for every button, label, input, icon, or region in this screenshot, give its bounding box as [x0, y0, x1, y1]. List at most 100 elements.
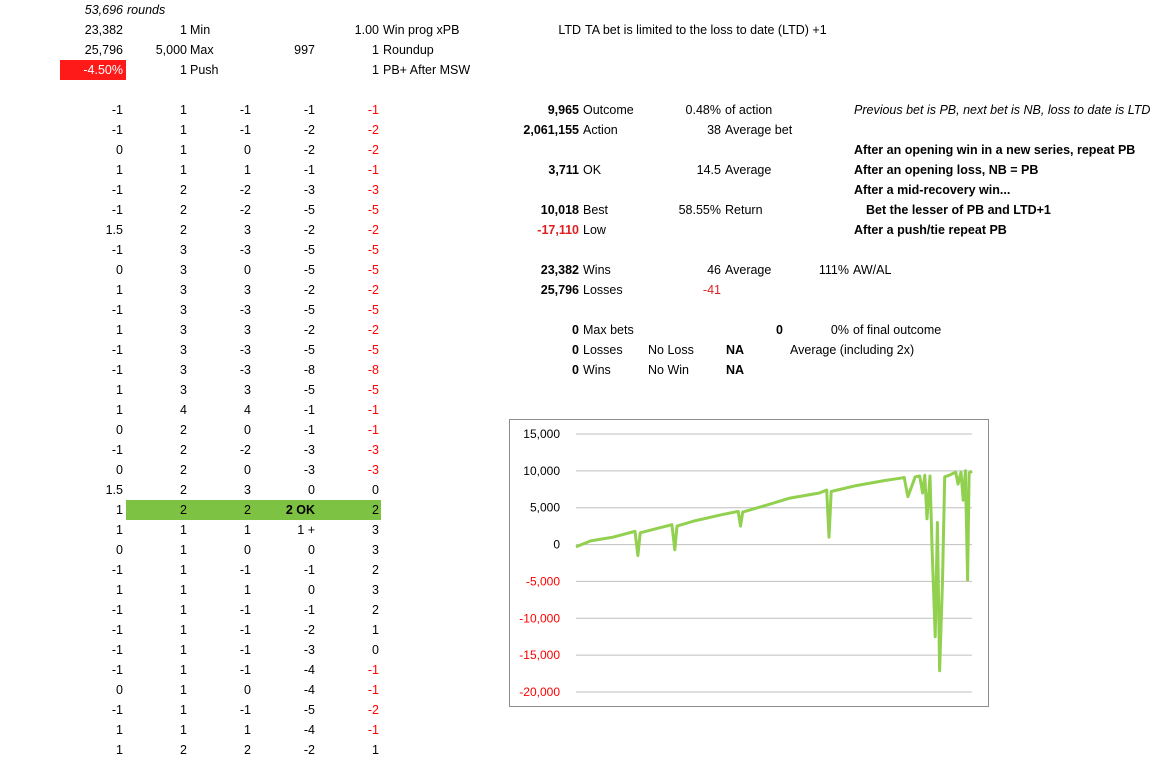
- row-15-bet-cell[interactable]: 3: [180, 383, 187, 397]
- row-29-tracker-cell[interactable]: -1: [367, 663, 379, 677]
- row-14-result-cell[interactable]: -3: [239, 363, 251, 377]
- row-30-outcome-cell[interactable]: 0: [116, 683, 123, 697]
- row-24-result-cell[interactable]: -1: [239, 563, 251, 577]
- row-7-result-cell[interactable]: 3: [244, 223, 251, 237]
- row-18-ltd-cell[interactable]: -3: [303, 443, 315, 457]
- row-25-result-cell[interactable]: 1: [244, 583, 251, 597]
- row-18-result-cell[interactable]: -2: [239, 443, 251, 457]
- row-14-bet-cell[interactable]: 3: [180, 363, 187, 377]
- row-17-result-cell[interactable]: 0: [244, 423, 251, 437]
- row-25-ltd-cell[interactable]: 0: [308, 583, 315, 597]
- row-6-ltd-cell[interactable]: -5: [303, 203, 315, 217]
- note-1[interactable]: Previous bet is PB, next bet is NB, loss…: [854, 103, 1151, 117]
- row-13-result-cell[interactable]: -3: [239, 343, 251, 357]
- row-29-result-cell[interactable]: -1: [239, 663, 251, 677]
- row-29-outcome-cell[interactable]: -1: [111, 663, 123, 677]
- mb-losses-label[interactable]: Losses: [583, 343, 623, 357]
- low-label[interactable]: Low: [583, 223, 606, 237]
- row-27-result-cell[interactable]: -1: [239, 623, 251, 637]
- low-value[interactable]: -17,110: [537, 223, 579, 237]
- row-27-tracker-cell[interactable]: 1: [372, 623, 379, 637]
- row-13-bet-cell[interactable]: 3: [180, 343, 187, 357]
- max-bets-extra[interactable]: 0: [776, 323, 783, 337]
- row-28-ltd-cell[interactable]: -3: [303, 643, 315, 657]
- action-value[interactable]: 2,061,155: [523, 123, 579, 137]
- row-5-tracker-cell[interactable]: -3: [367, 183, 379, 197]
- row-8-ltd-cell[interactable]: -5: [303, 243, 315, 257]
- row-12-bet-cell[interactable]: 3: [180, 323, 187, 337]
- row-29-ltd-cell[interactable]: -4: [303, 663, 315, 677]
- row-31-outcome-cell[interactable]: -1: [111, 703, 123, 717]
- row-27-bet-cell[interactable]: 1: [180, 623, 187, 637]
- row-1-bet-cell[interactable]: 1: [180, 103, 187, 117]
- row-7-ltd-cell[interactable]: -2: [303, 223, 315, 237]
- row-23-result-cell[interactable]: 0: [244, 543, 251, 557]
- row-15-outcome-cell[interactable]: 1: [116, 383, 123, 397]
- row-17-tracker-cell[interactable]: -1: [367, 423, 379, 437]
- row-21-tracker-cell[interactable]: 2: [372, 503, 379, 517]
- row-5-ltd-cell[interactable]: -3: [303, 183, 315, 197]
- row-13-outcome-cell[interactable]: -1: [111, 343, 123, 357]
- row-2-tracker-cell[interactable]: -2: [367, 123, 379, 137]
- row-24-bet-cell[interactable]: 1: [180, 563, 187, 577]
- ok-average-value[interactable]: 14.5: [696, 163, 721, 177]
- row-22-tracker-cell[interactable]: 3: [372, 523, 379, 537]
- action-label[interactable]: Action: [583, 123, 618, 137]
- note-2[interactable]: After an opening win in a new series, re…: [854, 143, 1136, 157]
- cell-b4[interactable]: 1: [180, 63, 187, 77]
- losses-value[interactable]: 25,796: [540, 283, 579, 297]
- row-15-result-cell[interactable]: 3: [244, 383, 251, 397]
- row-33-result-cell[interactable]: 2: [244, 743, 251, 757]
- cell-e3[interactable]: 997: [294, 43, 315, 57]
- cell-a2[interactable]: 23,382: [84, 23, 123, 37]
- wins-average-label[interactable]: Average: [725, 263, 772, 277]
- row-3-outcome-cell[interactable]: 0: [116, 143, 123, 157]
- row-13-tracker-cell[interactable]: -5: [367, 343, 379, 357]
- return-value[interactable]: 58.55%: [678, 203, 721, 217]
- wins-average-value[interactable]: 46: [707, 263, 721, 277]
- row-7-bet-cell[interactable]: 2: [180, 223, 187, 237]
- row-2-outcome-cell[interactable]: -1: [111, 123, 123, 137]
- row-32-ltd-cell[interactable]: -4: [303, 723, 315, 737]
- wins-value[interactable]: 23,382: [540, 263, 579, 277]
- cell-i2[interactable]: TA bet is limited to the loss to date (L…: [585, 23, 827, 37]
- row-10-bet-cell[interactable]: 3: [180, 283, 187, 297]
- wins-label[interactable]: Wins: [583, 263, 611, 277]
- cell-f3[interactable]: 1: [372, 43, 379, 57]
- awal-label[interactable]: AW/AL: [853, 263, 892, 277]
- rounds-value[interactable]: 53,696: [84, 3, 123, 17]
- outcome-label[interactable]: Outcome: [583, 103, 634, 117]
- row-7-outcome-cell[interactable]: 1.5: [105, 223, 123, 237]
- row-8-result-cell[interactable]: -3: [239, 243, 251, 257]
- average-including[interactable]: Average (including 2x): [790, 343, 915, 357]
- row-12-result-cell[interactable]: 3: [244, 323, 251, 337]
- row-31-ltd-cell[interactable]: -5: [303, 703, 315, 717]
- cell-g2[interactable]: Win prog xPB: [383, 23, 460, 37]
- row-4-bet-cell[interactable]: 1: [180, 163, 187, 177]
- rounds-label[interactable]: rounds: [127, 3, 166, 17]
- row-32-outcome-cell[interactable]: 1: [116, 723, 123, 737]
- row-20-ltd-cell[interactable]: 0: [308, 483, 315, 497]
- no-win[interactable]: No Win: [648, 363, 689, 377]
- row-32-bet-cell[interactable]: 1: [180, 723, 187, 737]
- row-28-tracker-cell[interactable]: 0: [372, 643, 379, 657]
- row-16-result-cell[interactable]: 4: [244, 403, 251, 417]
- row-22-result-cell[interactable]: 1: [244, 523, 251, 537]
- row-12-outcome-cell[interactable]: 1: [116, 323, 123, 337]
- row-1-outcome-cell[interactable]: -1: [111, 103, 123, 117]
- row-11-result-cell[interactable]: -3: [239, 303, 251, 317]
- row-17-bet-cell[interactable]: 2: [180, 423, 187, 437]
- average-bet-label[interactable]: Average bet: [725, 123, 793, 137]
- cell-g3[interactable]: Roundup: [383, 43, 434, 57]
- row-26-outcome-cell[interactable]: -1: [111, 603, 123, 617]
- row-8-bet-cell[interactable]: 3: [180, 243, 187, 257]
- row-24-ltd-cell[interactable]: -1: [303, 563, 315, 577]
- row-18-bet-cell[interactable]: 2: [180, 443, 187, 457]
- row-17-outcome-cell[interactable]: 0: [116, 423, 123, 437]
- ok-label[interactable]: OK: [583, 163, 602, 177]
- ok-average-label[interactable]: Average: [725, 163, 772, 177]
- max-bets-label[interactable]: Max bets: [583, 323, 634, 337]
- row-21-result-cell[interactable]: 2: [244, 503, 251, 517]
- row-30-tracker-cell[interactable]: -1: [367, 683, 379, 697]
- row-27-outcome-cell[interactable]: -1: [111, 623, 123, 637]
